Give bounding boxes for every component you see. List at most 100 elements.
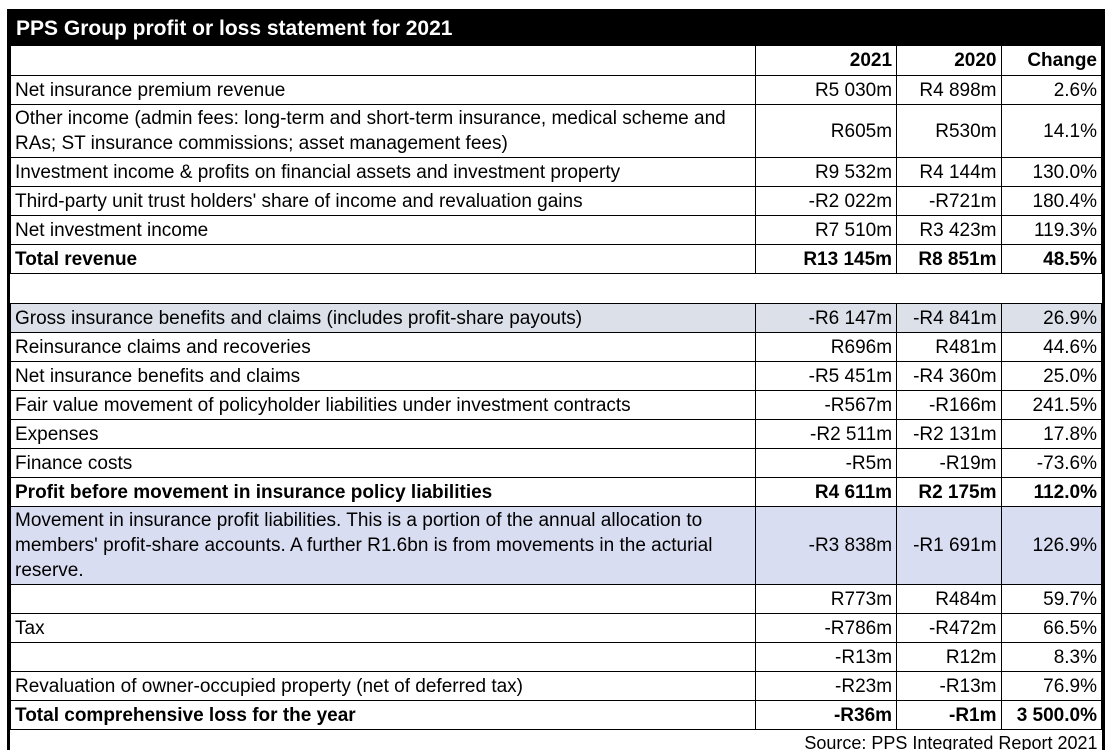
- value-change: 59.7%: [1000, 584, 1103, 614]
- table-row: Profit before movement in insurance poli…: [9, 477, 1103, 507]
- value-2021: R605m: [755, 104, 898, 158]
- table-row: Expenses -R2 511m -R2 131m 17.8%: [9, 419, 1103, 449]
- value-change: 26.9%: [1000, 303, 1103, 333]
- value-2021: -R23m: [755, 671, 898, 701]
- table-row: Third-party unit trust holders' share of…: [9, 186, 1103, 216]
- table-row: Movement in insurance profit liabilities…: [9, 506, 1103, 585]
- table-row: Fair value movement of policyholder liab…: [9, 390, 1103, 420]
- profit-loss-table: 2021 2020 Change Net insurance premium r…: [9, 45, 1103, 750]
- value-change: 241.5%: [1000, 390, 1103, 420]
- value-change: 48.5%: [1000, 244, 1103, 274]
- value-change: 8.3%: [1000, 642, 1103, 672]
- col-header-change: Change: [1000, 45, 1103, 76]
- value-change: 14.1%: [1000, 104, 1103, 158]
- table-body: Net insurance premium revenue R5 030m R4 8…: [9, 75, 1103, 730]
- value-change: 119.3%: [1000, 215, 1103, 245]
- value-2020: R4 898m: [896, 75, 1002, 105]
- row-label: Total comprehensive loss for the year: [9, 700, 757, 730]
- value-change: 112.0%: [1000, 477, 1103, 507]
- value-2021: -R2 022m: [755, 186, 898, 216]
- value-2020: -R4 841m: [896, 303, 1002, 333]
- value-change: 130.0%: [1000, 157, 1103, 187]
- value-change: 76.9%: [1000, 671, 1103, 701]
- source-row: Source: PPS Integrated Report 2021: [10, 729, 1102, 750]
- value-2020: R530m: [896, 104, 1002, 158]
- value-2020: -R4 360m: [896, 361, 1002, 391]
- value-2020: R12m: [896, 642, 1002, 672]
- value-2020: -R721m: [896, 186, 1002, 216]
- value-2021: R4 611m: [755, 477, 898, 507]
- value-2020: -R472m: [896, 613, 1002, 643]
- value-2020: -R2 131m: [896, 419, 1002, 449]
- row-label: Total revenue: [9, 244, 757, 274]
- value-2020: -R1m: [896, 700, 1002, 730]
- table-row: Net insurance benefits and claims -R5 451…: [9, 361, 1103, 391]
- row-label: Third-party unit trust holders' share of…: [9, 186, 757, 216]
- spacer-cell: [10, 273, 1102, 304]
- table-row: Reinsurance claims and recoveries R696m R4…: [9, 332, 1103, 362]
- value-2020: -R166m: [896, 390, 1002, 420]
- value-change: 44.6%: [1000, 332, 1103, 362]
- value-change: 17.8%: [1000, 419, 1103, 449]
- value-2021: -R36m: [755, 700, 898, 730]
- row-label: Gross insurance benefits and claims (inc…: [9, 303, 757, 333]
- value-2021: -R786m: [755, 613, 898, 643]
- value-2021: R9 532m: [755, 157, 898, 187]
- row-label: Other income (admin fees: long-term and …: [9, 104, 757, 158]
- value-2021: -R5 451m: [755, 361, 898, 391]
- value-2021: R696m: [755, 332, 898, 362]
- value-2021: -R3 838m: [755, 506, 898, 585]
- table-row: Other income (admin fees: long-term and …: [9, 104, 1103, 158]
- value-2020: R3 423m: [896, 215, 1002, 245]
- row-label: Expenses: [9, 419, 757, 449]
- row-label: Net insurance benefits and claims: [9, 361, 757, 391]
- table-row: Net investment income R7 510m R3 423m 119.3…: [9, 215, 1103, 245]
- table-row: Investment income & profits on financial…: [9, 157, 1103, 187]
- statement-title: PPS Group profit or loss statement for 2…: [10, 12, 1102, 45]
- table-row: Total revenue R13 145m R8 851m 48.5%: [9, 244, 1103, 274]
- table-row: Gross insurance benefits and claims (inc…: [9, 303, 1103, 333]
- row-label: Finance costs: [9, 448, 757, 478]
- value-change: 3 500.0%: [1000, 700, 1103, 730]
- col-header-2020: 2020: [896, 45, 1002, 76]
- value-2020: R8 851m: [896, 244, 1002, 274]
- row-label: Profit before movement in insurance poli…: [9, 477, 757, 507]
- value-2020: R481m: [896, 332, 1002, 362]
- empty-header-cell: [9, 45, 757, 76]
- value-2021: -R13m: [755, 642, 898, 672]
- spacer-row: [10, 273, 1102, 304]
- value-change: 2.6%: [1000, 75, 1103, 105]
- column-header-row: 2021 2020 Change: [9, 45, 1103, 76]
- statement-sheet: PPS Group profit or loss statement for 2…: [7, 9, 1105, 750]
- row-label: Revaluation of owner-occupied property (…: [9, 671, 757, 701]
- value-2021: -R5m: [755, 448, 898, 478]
- row-label: Tax: [9, 613, 757, 643]
- row-label: [9, 584, 757, 614]
- row-label: Movement in insurance profit liabilities…: [9, 506, 757, 585]
- value-2021: R7 510m: [755, 215, 898, 245]
- value-2021: -R567m: [755, 390, 898, 420]
- value-2021: R773m: [755, 584, 898, 614]
- table-row: Finance costs -R5m -R19m -73.6%: [9, 448, 1103, 478]
- table-row: Net insurance premium revenue R5 030m R4 8…: [9, 75, 1103, 105]
- row-label: Fair value movement of policyholder liab…: [9, 390, 757, 420]
- value-2021: R5 030m: [755, 75, 898, 105]
- source-note: Source: PPS Integrated Report 2021: [10, 729, 1102, 750]
- row-label: Net investment income: [9, 215, 757, 245]
- value-2020: R484m: [896, 584, 1002, 614]
- row-label: Investment income & profits on financial…: [9, 157, 757, 187]
- value-change: 25.0%: [1000, 361, 1103, 391]
- row-label: Net insurance premium revenue: [9, 75, 757, 105]
- value-2021: -R6 147m: [755, 303, 898, 333]
- value-2020: -R13m: [896, 671, 1002, 701]
- value-2020: R4 144m: [896, 157, 1002, 187]
- table-row: -R13m R12m 8.3%: [9, 642, 1103, 672]
- value-2021: R13 145m: [755, 244, 898, 274]
- value-change: -73.6%: [1000, 448, 1103, 478]
- value-change: 66.5%: [1000, 613, 1103, 643]
- table-row: Total comprehensive loss for the year -R3…: [9, 700, 1103, 730]
- value-change: 126.9%: [1000, 506, 1103, 585]
- row-label: [9, 642, 757, 672]
- table-row: Tax -R786m -R472m 66.5%: [9, 613, 1103, 643]
